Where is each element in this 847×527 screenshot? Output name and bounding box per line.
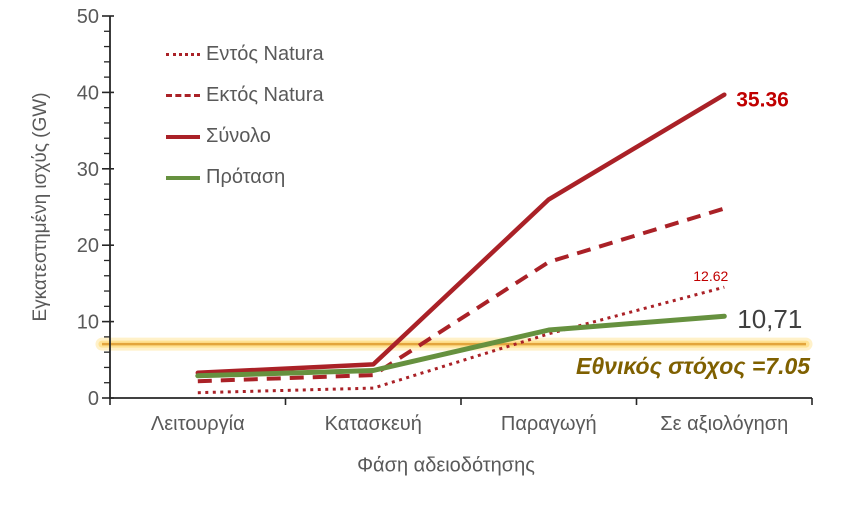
target-line-label: Εθνικός στόχος =7.05 xyxy=(576,353,811,379)
series-line-solid-total xyxy=(195,92,727,376)
x-category-label: Παραγωγή xyxy=(501,413,597,435)
legend-label: Πρόταση xyxy=(206,166,286,188)
legend-item: Εντός Natura xyxy=(166,34,324,75)
legend-swatch-dotted xyxy=(166,53,200,56)
data-label-12-62: 12.62 xyxy=(693,268,728,284)
legend-label: Εκτός Natura xyxy=(206,84,324,106)
legend-item: Σύνολο xyxy=(166,116,324,157)
y-tick-label: 10 xyxy=(77,312,99,334)
series-line-dashed-outside-natura xyxy=(197,206,725,384)
series-line-dotted-inside-natura xyxy=(197,285,725,395)
legend-swatch-solid xyxy=(166,134,200,139)
legend-item: Εκτός Natura xyxy=(166,75,324,116)
y-tick-label: 0 xyxy=(88,388,99,410)
series-line-solid-proposal xyxy=(195,313,727,379)
legend-swatch-solid xyxy=(166,175,200,180)
y-tick-label: 40 xyxy=(77,82,99,104)
legend-label: Εντός Natura xyxy=(206,43,324,65)
y-axis-title: Εγκατεστημένη ισχύς (GW) xyxy=(30,92,51,322)
legend-item: Πρόταση xyxy=(166,157,324,198)
legend-swatch-dashed xyxy=(166,94,200,97)
chart-legend: Εντός Natura Εκτός Natura Σύνολο Πρόταση xyxy=(166,34,324,198)
y-tick-label: 30 xyxy=(77,159,99,181)
legend-label: Σύνολο xyxy=(206,125,271,147)
data-label-10-71: 10,71 xyxy=(737,304,802,334)
x-category-label: Κατασκευή xyxy=(325,413,422,435)
y-tick-label: 20 xyxy=(77,235,99,257)
data-label-35-36: 35.36 xyxy=(736,89,789,112)
y-tick-label: 50 xyxy=(77,6,99,28)
x-axis-title: Φάση αδειοδότησης xyxy=(357,454,535,477)
x-category-label: Λειτουργία xyxy=(151,413,245,435)
x-category-label: Σε αξιολόγηση xyxy=(660,413,788,435)
